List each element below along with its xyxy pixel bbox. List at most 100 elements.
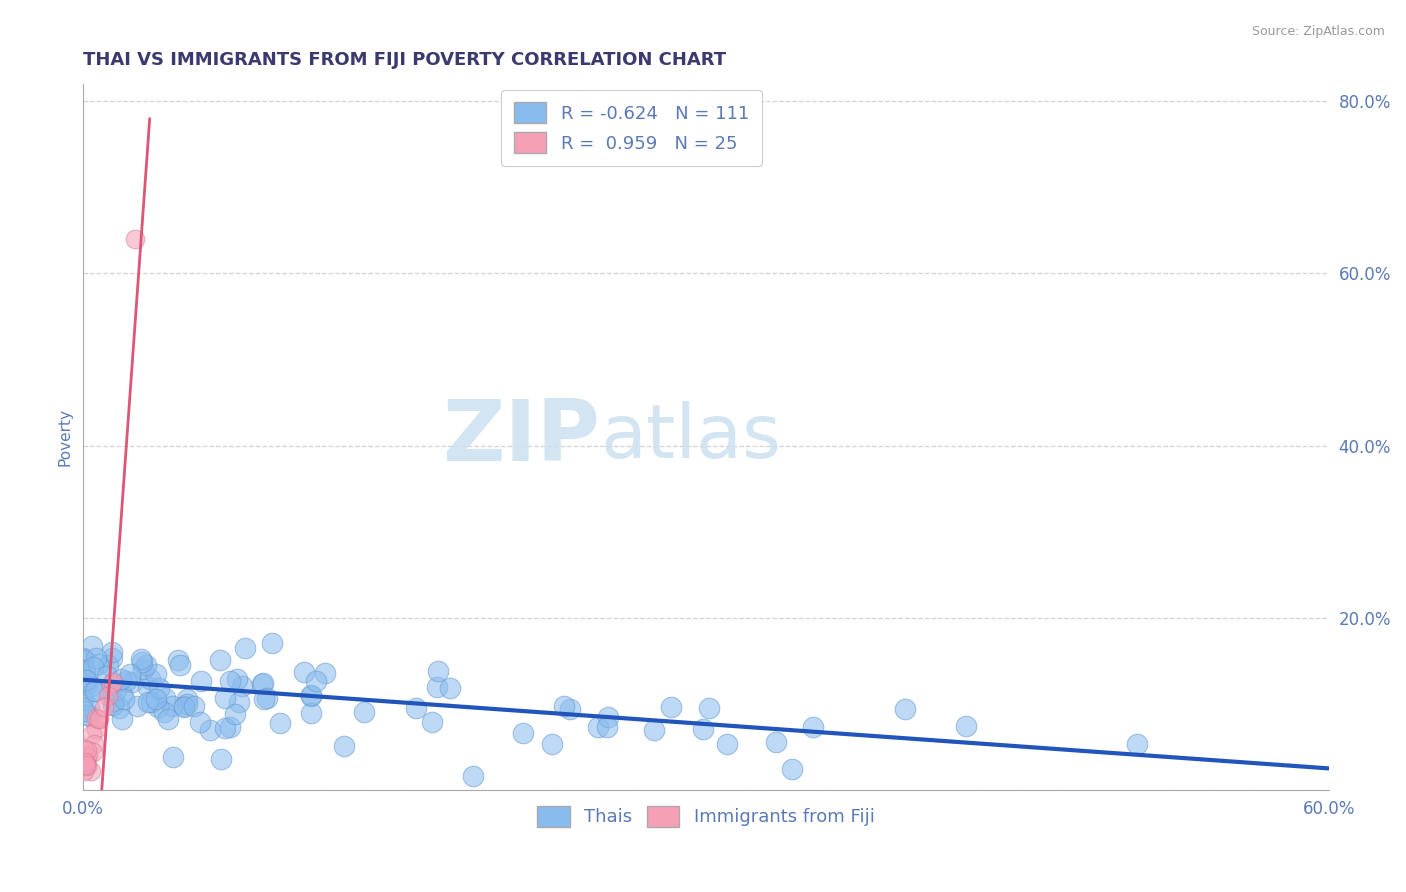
Point (111, 688, 134, 702)
Point (427, 664, 450, 678)
Point (153, 705, 176, 719)
Point (299, 689, 322, 703)
Point (76, 758, 98, 772)
Point (1126, 737, 1149, 751)
Point (299, 688, 322, 702)
Point (76, 742, 98, 756)
Point (780, 762, 803, 776)
Point (405, 701, 427, 715)
Point (209, 653, 232, 667)
Point (105, 683, 128, 698)
Point (80, 727, 103, 741)
Y-axis label: Poverty: Poverty (58, 408, 72, 466)
Point (553, 698, 575, 713)
Point (596, 710, 619, 724)
Point (716, 737, 738, 751)
Point (80, 679, 103, 693)
Point (692, 723, 714, 737)
Point (252, 692, 274, 706)
Point (87, 657, 110, 672)
Point (894, 701, 917, 715)
Point (176, 698, 198, 712)
Point (101, 698, 124, 712)
Point (97, 658, 120, 673)
Point (145, 692, 167, 706)
Point (228, 695, 250, 709)
Point (84, 711, 107, 725)
Point (157, 712, 180, 726)
Point (84, 722, 107, 736)
Point (75, 756, 97, 770)
Point (139, 672, 162, 686)
Point (110, 672, 132, 686)
Text: ZIP: ZIP (443, 395, 600, 478)
Point (80, 764, 103, 778)
Point (183, 698, 205, 713)
Text: Source: ZipAtlas.com: Source: ZipAtlas.com (1251, 25, 1385, 38)
Point (129, 652, 152, 666)
Point (135, 657, 157, 672)
Point (231, 679, 253, 693)
Point (188, 714, 211, 729)
Point (103, 694, 125, 708)
Point (82, 745, 104, 759)
Point (76, 748, 98, 763)
Point (73, 664, 96, 678)
Point (76, 759, 98, 773)
Point (112, 692, 135, 706)
Point (73, 663, 96, 677)
Point (84, 650, 107, 665)
Point (162, 698, 184, 713)
Point (80, 639, 103, 653)
Point (214, 690, 236, 705)
Point (560, 702, 582, 716)
Point (75, 756, 97, 771)
Point (219, 720, 242, 734)
Point (89, 712, 111, 726)
Point (314, 666, 336, 681)
Point (139, 695, 162, 709)
Point (93, 700, 115, 714)
Point (73, 704, 96, 718)
Point (166, 653, 188, 667)
Point (75, 756, 97, 771)
Point (292, 665, 315, 679)
Point (233, 640, 256, 655)
Point (173, 699, 195, 714)
Point (305, 674, 328, 689)
Point (250, 677, 273, 691)
Point (83, 737, 105, 751)
Point (138, 680, 160, 694)
Point (132, 662, 155, 676)
Point (73, 750, 96, 764)
Point (226, 673, 249, 687)
Point (176, 691, 198, 706)
Point (439, 681, 461, 696)
Point (73, 764, 96, 779)
Point (262, 636, 284, 650)
Point (73, 742, 96, 756)
Point (145, 667, 167, 681)
Point (148, 681, 170, 695)
Point (353, 706, 375, 720)
Point (224, 706, 246, 721)
Point (153, 691, 176, 706)
Point (115, 673, 138, 688)
Point (252, 676, 274, 690)
Point (82, 684, 104, 698)
Point (82, 659, 104, 673)
Point (214, 721, 236, 735)
Point (131, 656, 153, 670)
Point (512, 726, 534, 740)
Text: THAI VS IMMIGRANTS FROM FIJI POVERTY CORRELATION CHART: THAI VS IMMIGRANTS FROM FIJI POVERTY COR… (83, 51, 727, 69)
Point (299, 706, 322, 721)
Point (77, 699, 100, 714)
Point (76, 677, 98, 691)
Point (333, 739, 356, 753)
Point (955, 719, 977, 733)
Point (209, 752, 232, 766)
Point (426, 680, 449, 694)
Point (124, 232, 146, 246)
Point (256, 690, 278, 705)
Point (173, 699, 195, 714)
